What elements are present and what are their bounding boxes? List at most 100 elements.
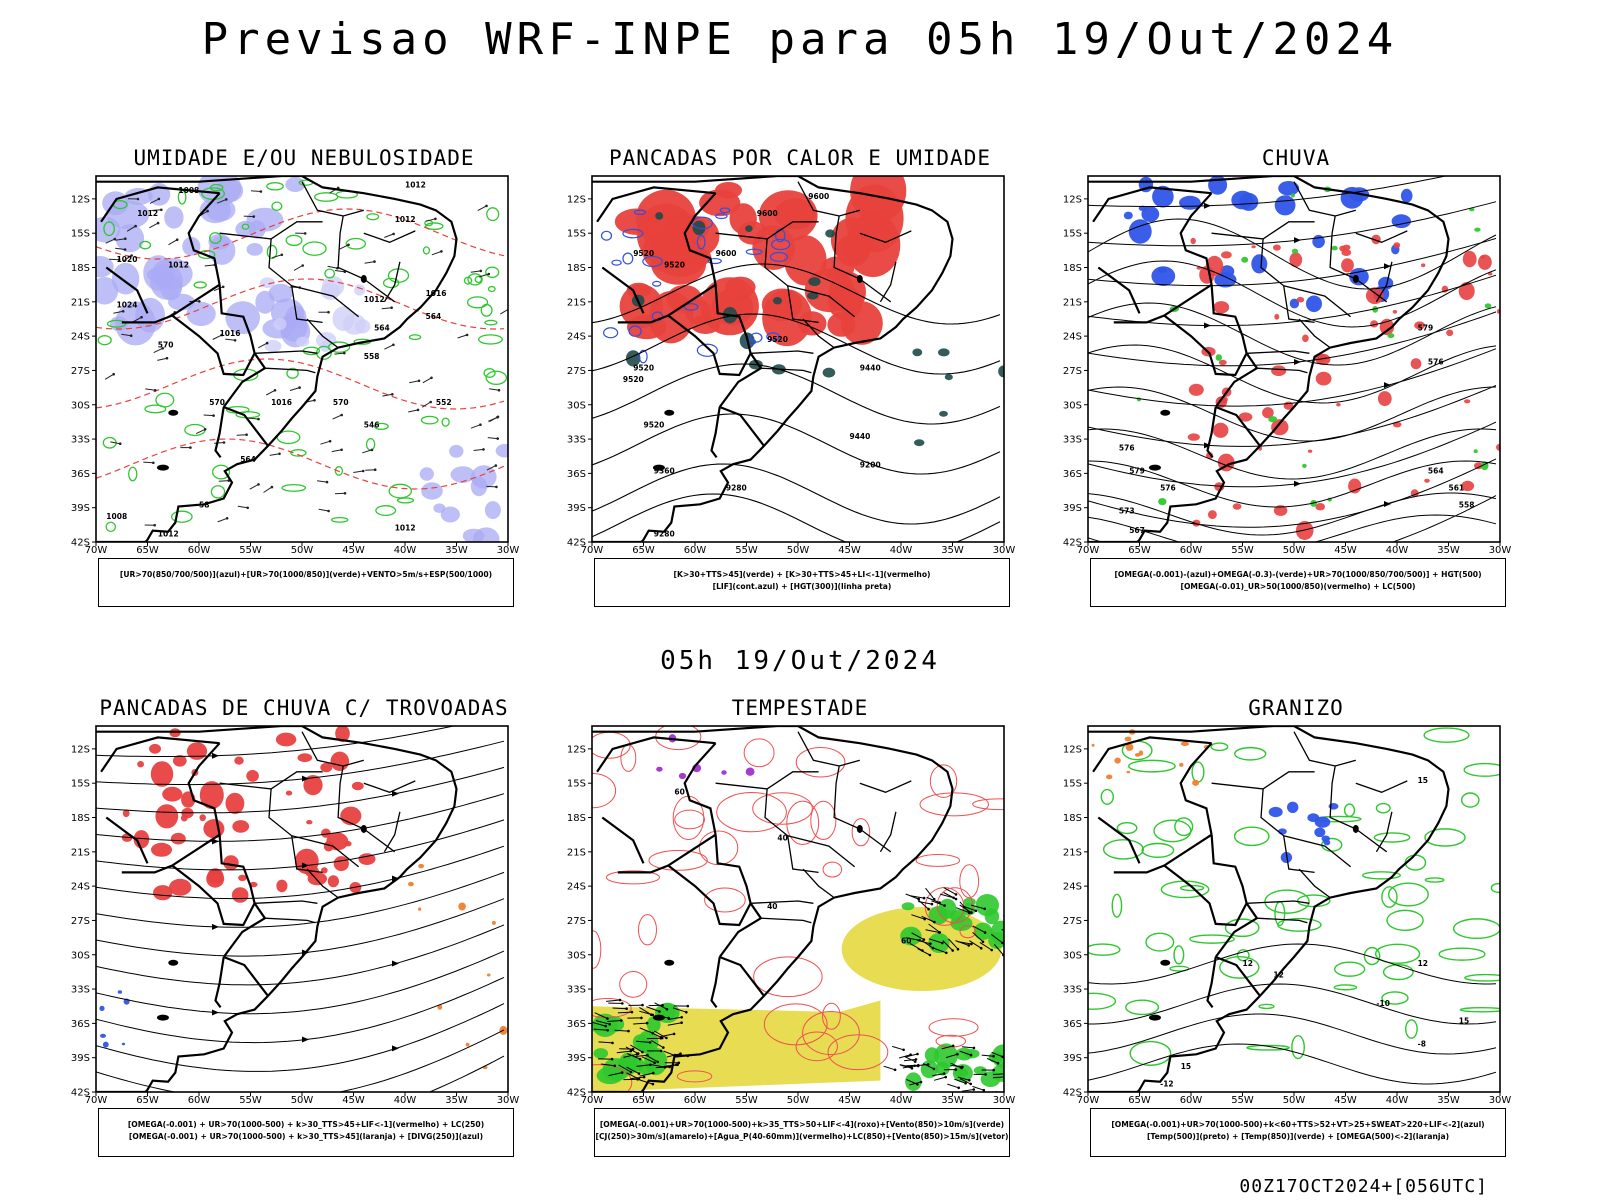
wind-vector-strong [932,1073,945,1077]
contour-label: 576 [1119,444,1135,453]
temp-850-contour [1373,832,1411,843]
wind-vector [203,414,214,417]
lat-tick-label: 36S [1063,469,1082,480]
lat-tick-label: 42S [71,538,90,549]
field-layer [1088,176,1500,542]
thunderstorm-red-area [330,751,350,771]
country-border [683,192,717,285]
state-border [383,811,401,853]
height-500-contour [1088,514,1497,542]
thunderstorm-red-area [149,743,161,754]
legend-box: [OMEGA(-0.001) + UR>70(1000-500) + k>30_… [98,1108,514,1157]
temp-500-contour [1088,943,1497,985]
wind-vector-head [325,480,329,484]
wind-850-green-area [934,1043,958,1068]
lifted-index-contour [622,252,634,265]
streamline-500-arrowhead [1204,322,1211,329]
state-border [879,811,897,853]
thunderstorm-red-area [137,761,144,768]
lat-tick-label: 15S [71,229,90,240]
rain-red-area [1295,521,1314,540]
wind-vector-strong-head [902,1048,905,1052]
omega-orange-area [1134,753,1141,757]
wind-vector-strong-head [662,1046,665,1049]
contour-label: -8 [1418,1039,1426,1048]
wind-vector [334,270,345,273]
wind-vector-strong-head [627,1029,630,1033]
streamline-850-red [935,1034,967,1048]
temp-850-contour [1463,762,1500,777]
state-border [1298,318,1331,349]
streamline-500 [1088,201,1497,247]
temp-500-contour [1088,1013,1497,1055]
temp-850-contour [1128,759,1176,773]
wind-vector-head [340,448,343,452]
humidity-green-contour [103,221,115,237]
thunderstorm-red-area [203,819,225,839]
wind-vector [195,428,206,435]
lon-tick-label: 30W [993,1095,1016,1106]
rain-blue-area [1289,298,1300,309]
humidity-blue-area [433,503,446,513]
wind-vector-strong-head [665,1036,668,1040]
wind-vector-strong-head [646,1053,649,1057]
legend-box: [OMEGA(-0.001)+UR>70(1000-500)+k>35_TTS>… [594,1108,1010,1157]
state-border [750,900,814,904]
legend-box: [OMEGA(-0.001)-(azul)+OMEGA(-0.3)-(verde… [1090,558,1506,607]
temp-850-contour [1291,1034,1305,1060]
wind-vector-strong [593,1028,608,1031]
coastline [1088,176,1450,542]
thunderstorm-red-area [151,842,172,857]
instability-red-area [666,285,703,313]
wind-vector-strong-head [938,901,941,904]
wind-vector [115,238,126,241]
wind-vector-strong-head [921,949,924,952]
wind-vector-strong [911,932,925,941]
thunderstorm-red-area [238,874,247,882]
state-border [301,731,364,767]
lat-tick-label: 30S [71,400,90,411]
state-border [1260,788,1315,874]
streamline-500 [1088,421,1497,488]
wind-vector-strong [931,900,945,907]
wind-vector-strong [942,940,954,951]
wind-vector-strong-head [1013,935,1016,938]
temp-850-contour [1153,819,1192,843]
wind-vector-strong [663,1050,677,1057]
wind-vector-strong [616,1050,631,1054]
lon-tick-label: 50W [291,545,314,556]
lat-tick-label: 12S [1063,744,1082,755]
wind-vector-head [328,439,332,443]
country-border [171,314,256,377]
wind-vector-strong-head [930,902,934,906]
wind-vector-strong-head [653,1061,656,1064]
temp-850-contour [1224,918,1260,938]
temp-850-contour [1179,884,1205,892]
humidity-blue-area [472,527,500,542]
wind-vector-strong [925,887,935,900]
humidity-green-contour [271,201,283,212]
rain-red-area [1370,320,1379,328]
wind-850-green-area [928,906,949,925]
thunderstorm-red-area [327,875,339,888]
panel-title: UMIDADE E/OU NEBULOSIDADE [133,146,475,170]
wind-vector-strong [933,1076,946,1081]
lat-tick-label: 27S [71,916,90,927]
contour-label: 1008 [106,512,127,521]
lon-tick-label: 65W [632,545,655,556]
legend-box: [UR>70(850/700/500)](azul)+[UR>70(1000/8… [98,558,514,607]
legend-line: [Temp(500)](preto) + [Temp(850)](verde) … [1146,1132,1450,1141]
streamline-850-red [620,744,637,772]
wind-vector-head [416,408,420,412]
contour-label: 58 [199,501,209,510]
lat-tick-label: 15S [1063,779,1082,790]
wind-vector-strong-head [984,1073,987,1076]
instability-green-area [914,439,925,447]
contour-label: 546 [364,421,380,430]
rain-red-area [1273,505,1288,516]
wind-vector-strong-head [608,1022,611,1026]
map-pancadas-calor: 9600 9600 9520 9600 9520 9520 9520 9520 9440 9360… [567,175,1015,556]
wind-vector-strong [623,1053,638,1058]
humidity-green-contour [155,392,175,408]
rain-red-area [1188,383,1204,396]
